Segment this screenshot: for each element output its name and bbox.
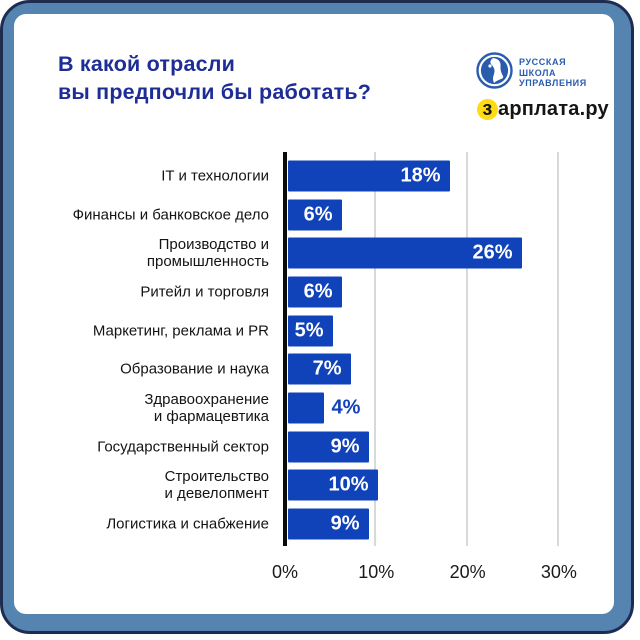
gridline (374, 152, 377, 546)
bar: 26% (287, 237, 522, 269)
category-label: Финансы и банковское дело (72, 206, 269, 224)
chart-row: Строительство и девелопмент 10% (30, 466, 598, 505)
bar: 6% (287, 276, 342, 308)
category-label: Образование и наука (120, 360, 269, 378)
chart-rows: IT и технологии 18% Финансы и банковское д… (30, 157, 598, 544)
chart-gridlines (14, 152, 614, 546)
x-tick-label: 30% (540, 562, 577, 582)
value-label: 5% (294, 319, 324, 342)
x-tick-label: 10% (358, 562, 395, 582)
gridline (465, 152, 468, 546)
zarplata-logo: з арплата.ру (477, 98, 609, 121)
chart-row: Государственный сектор 9% (30, 427, 598, 466)
chart-x-ticks: 0% 10% 20% 30% (14, 562, 614, 586)
category-label: Маркетинг, реклама и PR (92, 322, 269, 340)
chart-title-line1: В какой отрасли (58, 52, 236, 76)
chart-row: Образование и наука 7% (30, 350, 598, 389)
bar (287, 392, 324, 424)
rsu-logo: РУССКАЯ ШКОЛА УПРАВЛЕНИЯ (476, 52, 587, 94)
value-label: 26% (472, 241, 513, 264)
infographic-card: В какой отрасли вы предпочли бы работать… (14, 14, 614, 614)
category-label: IT и технологии (161, 167, 269, 185)
chart-row: Логистика и снабжение 9% (30, 505, 598, 544)
value-label: 10% (328, 473, 369, 496)
bar: 18% (287, 160, 450, 192)
value-label: 9% (330, 435, 360, 458)
rsu-logo-text: РУССКАЯ ШКОЛА УПРАВЛЕНИЯ (519, 57, 587, 89)
category-label: Ритейл и торговля (140, 283, 269, 301)
bar: 5% (287, 315, 333, 347)
chart-row: Производство и промышленность 26% (30, 234, 598, 273)
chart-row: Маркетинг, реклама и PR 5% (30, 311, 598, 350)
bar: 9% (287, 508, 369, 540)
x-tick-label: 20% (449, 562, 486, 582)
bar: 9% (287, 431, 369, 463)
category-label: Здравоохранение и фармацевтика (144, 391, 269, 426)
value-label: 9% (330, 512, 360, 535)
chart-row: Финансы и банковское дело 6% (30, 195, 598, 234)
value-label: 4% (331, 396, 361, 419)
rsu-logo-icon (476, 52, 513, 94)
zarplata-yellow-circle: з (477, 98, 498, 120)
chart-y-axis (283, 152, 287, 546)
rsu-logo-line2: ШКОЛА (519, 67, 557, 78)
gridline (556, 152, 559, 546)
rsu-logo-line3: УПРАВЛЕНИЯ (519, 78, 587, 89)
zarplata-rest: арплата.ру (498, 98, 609, 120)
value-label: 6% (303, 280, 333, 303)
chart-row: Ритейл и торговля 6% (30, 273, 598, 312)
x-tick-label: 0% (271, 562, 299, 582)
chart-title-line2: вы предпочли бы работать? (58, 80, 372, 104)
rsu-logo-line1: РУССКАЯ (519, 57, 567, 68)
category-label: Логистика и снабжение (106, 515, 269, 533)
value-label: 6% (303, 203, 333, 226)
category-label: Строительство и девелопмент (164, 468, 269, 503)
value-label: 18% (400, 164, 441, 187)
bar: 7% (287, 353, 351, 385)
chart-row: Здравоохранение и фармацевтика 4% (30, 389, 598, 428)
value-label: 7% (312, 357, 342, 380)
category-label: Производство и промышленность (146, 236, 269, 271)
chart-row: IT и технологии 18% (30, 157, 598, 196)
bar: 6% (287, 199, 342, 231)
chart-title: В какой отрасли вы предпочли бы работать… (58, 50, 371, 106)
zarplata-first-letter: з (482, 98, 493, 120)
category-label: Государственный сектор (97, 438, 269, 456)
bar: 10% (287, 469, 378, 501)
